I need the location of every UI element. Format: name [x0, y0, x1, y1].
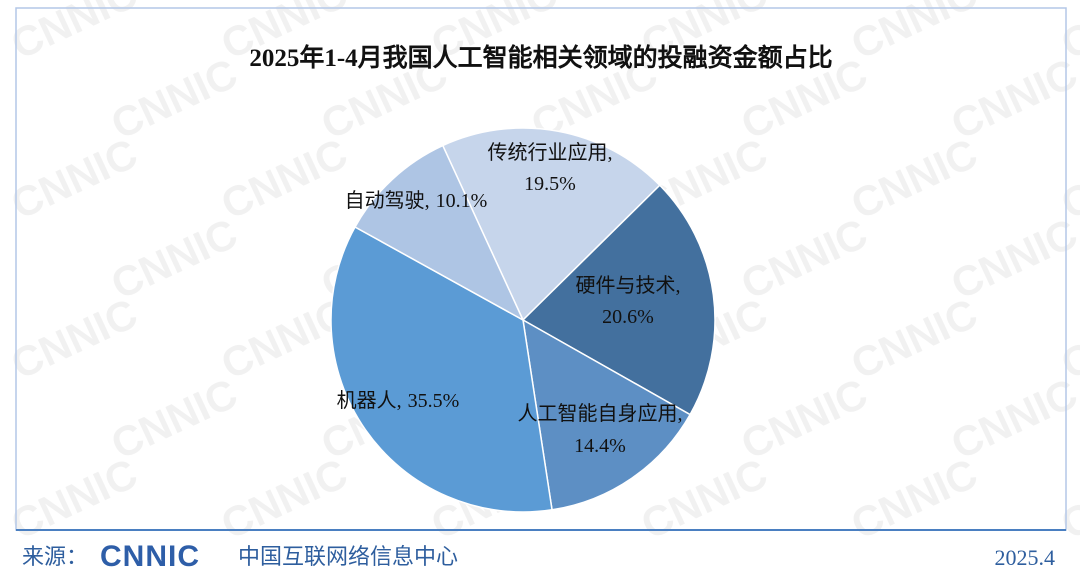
value-label: 20.6% [602, 306, 654, 328]
pie: 传统行业应用, 19.5% 硬件与技术, 20.6% 人工智能自身应用, 14.4% 机器人… [330, 127, 716, 513]
data-label: 硬件与技术, [576, 274, 681, 297]
source-name: 中国互联网络信息中心 [238, 545, 458, 570]
value-label: 14.4% [574, 435, 626, 457]
value-label: 10.1% [436, 190, 488, 212]
label-separator: , [678, 403, 683, 425]
data-label: 自动驾驶, 10.1% [345, 189, 488, 212]
category-label: 自动驾驶 [345, 189, 425, 212]
value-label: 19.5% [524, 173, 576, 195]
pie-slice [441, 127, 661, 322]
category-label: 人工智能自身应用 [518, 402, 678, 425]
chart-title: 2025年1-4月我国人工智能相关领域的投融资金额占比 [249, 43, 832, 72]
category-label: 机器人 [337, 389, 397, 412]
category-label: 传统行业应用 [488, 141, 608, 164]
data-label: 传统行业应用, [488, 141, 613, 164]
label-separator: , [425, 190, 430, 212]
pie-slice [354, 144, 525, 322]
date: 2025.4 [995, 545, 1056, 570]
data-label: 机器人, 35.5% [337, 389, 460, 412]
label-separator: , [397, 390, 402, 412]
category-label: 硬件与技术 [576, 274, 676, 297]
label-separator: , [608, 142, 613, 164]
value-label: 35.5% [408, 390, 460, 412]
pie-slice [522, 318, 692, 511]
pie-slice [521, 184, 716, 416]
data-label: 人工智能自身应用, [518, 402, 683, 425]
source-label: 来源： [22, 545, 88, 570]
source-logo: CNNIC [100, 540, 200, 573]
label-separator: , [676, 275, 681, 297]
pie-slice [330, 225, 553, 513]
